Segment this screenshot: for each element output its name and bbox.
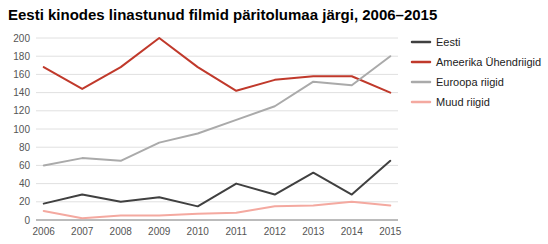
series-lines	[44, 38, 391, 218]
series-line	[44, 161, 391, 207]
x-axis: 2006 2007 2008 2009 2010 2011 2012 2013 2014 2015	[33, 226, 402, 237]
y-tick-label: 60	[19, 160, 31, 171]
y-tick-label: 0	[24, 215, 30, 226]
legend-label: Euroopa riigid	[436, 76, 504, 88]
y-tick-label: 180	[13, 51, 30, 62]
y-tick-label: 80	[19, 142, 31, 153]
legend-swatch	[412, 101, 430, 104]
grid-line	[36, 110, 398, 111]
x-tick-label: 2010	[187, 226, 210, 237]
grid-line	[36, 147, 398, 148]
y-tick-label: 120	[13, 105, 30, 116]
legend-swatch	[412, 81, 430, 84]
y-tick-label: 140	[13, 87, 30, 98]
x-tick-label: 2014	[341, 226, 364, 237]
grid-line	[36, 74, 398, 75]
grid-line	[36, 165, 398, 166]
series-line	[44, 56, 391, 165]
chart-svg: Eesti kinodes linastunud filmid päritolu…	[0, 0, 548, 244]
x-tick-label: 2011	[225, 226, 247, 237]
grid-line	[36, 38, 398, 39]
x-tick-label: 2013	[302, 226, 325, 237]
x-tick-label: 2006	[33, 226, 56, 237]
legend-swatch	[412, 61, 430, 64]
grid-line	[36, 56, 398, 57]
grid-line	[36, 220, 398, 221]
x-tick-label: 2007	[71, 226, 94, 237]
x-tick-label: 2008	[110, 226, 133, 237]
legend-label: Eesti	[436, 36, 460, 48]
chart-container: Eesti kinodes linastunud filmid päritolu…	[0, 0, 548, 244]
legend-label: Muud riigid	[436, 96, 490, 108]
series-line	[44, 202, 391, 218]
y-tick-label: 160	[13, 69, 30, 80]
y-tick-label: 20	[19, 196, 31, 207]
legend: Eesti Ameerika Ühendriigid Euroopa riigid M…	[412, 36, 541, 108]
x-tick-label: 2015	[379, 226, 402, 237]
legend-label: Ameerika Ühendriigid	[436, 56, 541, 68]
legend-swatch	[412, 41, 430, 44]
y-tick-label: 100	[13, 124, 30, 135]
grid-line	[36, 92, 398, 93]
chart-title: Eesti kinodes linastunud filmid päritolu…	[8, 6, 437, 23]
x-axis-line	[36, 220, 398, 221]
grid-line	[36, 183, 398, 184]
y-grid: 0 20 40 60 80 100 120 140 160 180 200	[13, 33, 398, 226]
y-tick-label: 200	[13, 33, 30, 44]
y-tick-label: 40	[19, 178, 31, 189]
x-tick-label: 2012	[264, 226, 287, 237]
x-tick-label: 2009	[148, 226, 171, 237]
grid-line	[36, 129, 398, 130]
